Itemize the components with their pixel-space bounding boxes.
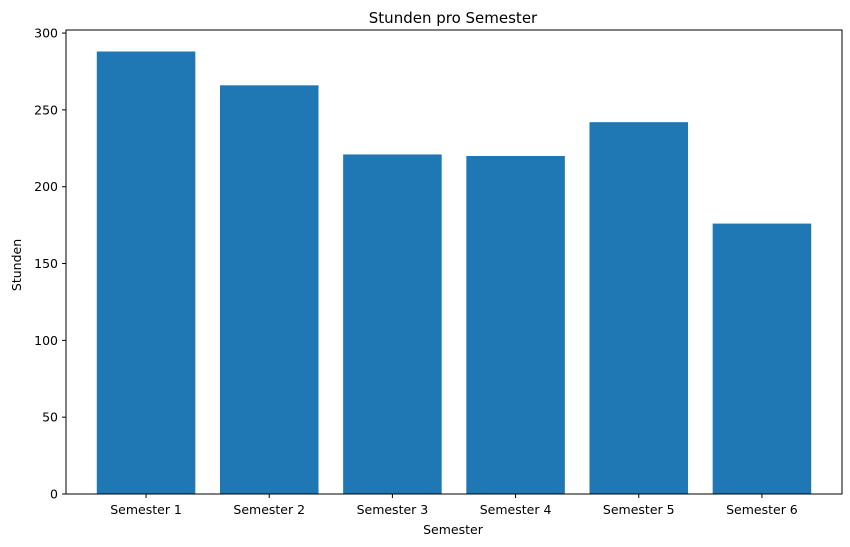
bar-5 — [589, 122, 689, 494]
y-tick-label: 200 — [34, 179, 58, 194]
x-tick-label: Semester 5 — [603, 502, 675, 517]
y-tick-label: 100 — [34, 333, 58, 348]
x-tick-label: Semester 1 — [110, 502, 182, 517]
x-tick-label: Semester 3 — [357, 502, 429, 517]
y-axis: 0 50 100 150 200 250 300 — [34, 26, 66, 502]
y-tick-label: 0 — [50, 487, 58, 502]
bar-1 — [96, 51, 196, 494]
x-tick-label: Semester 4 — [480, 502, 552, 517]
y-axis-label: Stunden — [9, 239, 24, 291]
y-tick-label: 250 — [34, 102, 58, 117]
bar-2 — [219, 85, 319, 494]
y-tick-label: 150 — [34, 256, 58, 271]
plot-frame — [65, 29, 843, 495]
bar-4 — [466, 155, 565, 495]
x-tick-label: Semester 6 — [726, 502, 798, 517]
bar-6 — [712, 223, 812, 494]
bars-group — [96, 51, 812, 495]
y-tick-label: 50 — [42, 410, 58, 425]
x-axis-label: Semester — [423, 522, 484, 537]
y-tick-label: 300 — [34, 26, 58, 41]
bar-3 — [343, 154, 442, 494]
chart-title: Stunden pro Semester — [369, 9, 538, 27]
x-tick-label: Semester 2 — [233, 502, 305, 517]
x-axis: Semester 1 Semester 2 Semester 3 Semester 4… — [110, 494, 798, 517]
